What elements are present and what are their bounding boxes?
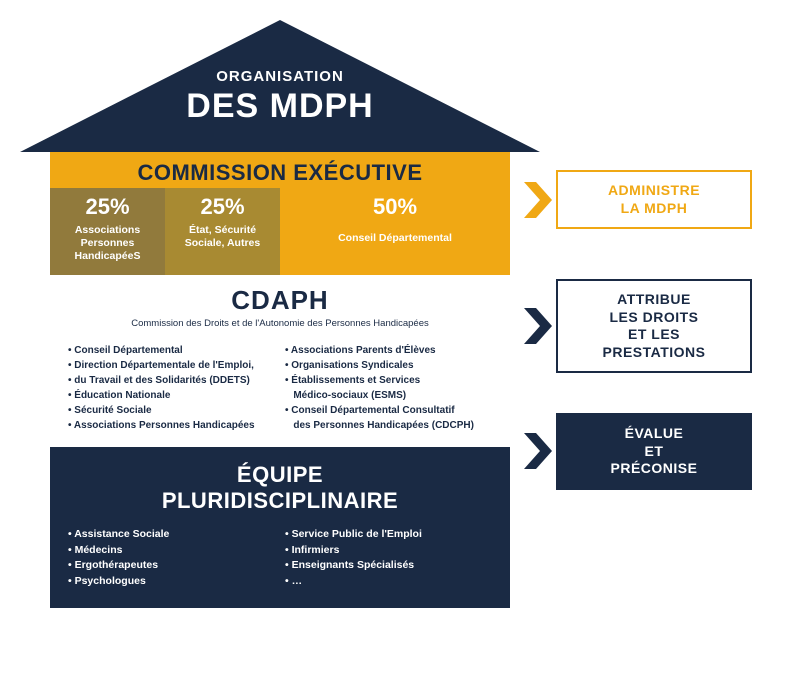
house-column: ORGANISATION DES MDPH COMMISSION EXÉCUTI… [50, 20, 510, 608]
arrow-row-3: ÉVALUE ET PRÉCONISE [522, 413, 752, 490]
equipe-title: ÉQUIPE PLURIDISCIPLINAIRE [58, 462, 502, 513]
list-item: … [285, 574, 492, 590]
spacer [522, 150, 752, 170]
list-item: Assistance Sociale [68, 527, 275, 543]
diagram-root: ORGANISATION DES MDPH COMMISSION EXÉCUTI… [0, 0, 800, 628]
equipe-col-right: Service Public de l'Emploi Infirmiers En… [285, 527, 492, 590]
roof-small: ORGANISATION [20, 68, 540, 85]
cdaph-col-right: Associations Parents d'Élèves Organisati… [285, 343, 492, 433]
commission-cell-50: 50% Conseil Départemental [280, 188, 510, 275]
cdaph-title: CDAPH [58, 285, 502, 316]
box-line: PRÉCONISE [564, 460, 744, 478]
cell-label: Conseil Départemental [285, 224, 505, 245]
list-item: Conseil Départemental Consultatif [285, 403, 492, 418]
list-item: Médico-sociaux (ESMS) [285, 388, 492, 403]
list-item: Organisations Syndicales [285, 358, 492, 373]
cell-label: État, Sécurité Sociale, Autres [170, 224, 275, 250]
cdaph-subtitle: Commission des Droits et de l'Autonomie … [58, 318, 502, 329]
pct-label: 25% [170, 194, 275, 220]
box-line: ATTRIBUE [564, 291, 744, 309]
box-line: LA MDPH [564, 200, 744, 218]
commission-cell-25b: 25% État, Sécurité Sociale, Autres [165, 188, 280, 275]
list-item: Psychologues [68, 574, 275, 590]
box-line: ADMINISTRE [564, 182, 744, 200]
list-item: Direction Départementale de l'Emploi, [68, 358, 275, 373]
list-item: Associations Personnes Handicapées [68, 418, 275, 433]
commission-cell-25a: 25% Associations Personnes HandicapéeS [50, 188, 165, 275]
arrow-row-2: ATTRIBUE LES DROITS ET LES PRESTATIONS [522, 279, 752, 373]
list-item: Établissements et Services [285, 373, 492, 388]
cdaph-columns: Conseil Départemental Direction Départem… [58, 343, 502, 433]
right-box-attribue: ATTRIBUE LES DROITS ET LES PRESTATIONS [556, 279, 752, 373]
box-line: LES DROITS [564, 309, 744, 327]
cdaph-block: CDAPH Commission des Droits et de l'Auto… [50, 275, 510, 447]
list-item: des Personnes Handicapées (CDCPH) [285, 418, 492, 433]
commission-title: COMMISSION EXÉCUTIVE [50, 150, 510, 188]
box-line: PRESTATIONS [564, 344, 744, 362]
arrow-row-1: ADMINISTRE LA MDPH [522, 170, 752, 229]
pct-label: 25% [55, 194, 160, 220]
list-item: Conseil Départemental [68, 343, 275, 358]
list-item: Médecins [68, 543, 275, 559]
equipe-title-1: ÉQUIPE [58, 462, 502, 487]
box-line: ÉVALUE [564, 425, 744, 443]
equipe-col-left: Assistance Sociale Médecins Ergothérapeu… [68, 527, 275, 590]
box-line: ET LES [564, 326, 744, 344]
right-box-administre: ADMINISTRE LA MDPH [556, 170, 752, 229]
box-line: ET [564, 443, 744, 461]
cell-label: Associations Personnes HandicapéeS [55, 224, 160, 263]
chevron-right-icon [522, 306, 556, 346]
right-box-evalue: ÉVALUE ET PRÉCONISE [556, 413, 752, 490]
list-item: Infirmiers [285, 543, 492, 559]
list-item: Éducation Nationale [68, 388, 275, 403]
roof-text: ORGANISATION DES MDPH [20, 68, 540, 126]
list-item: Ergothérapeutes [68, 558, 275, 574]
roof: ORGANISATION DES MDPH [20, 20, 540, 150]
spacer [522, 229, 752, 279]
chevron-right-icon [522, 180, 556, 220]
pct-label: 50% [285, 194, 505, 220]
commission-block: COMMISSION EXÉCUTIVE 25% Associations Pe… [50, 150, 510, 275]
list-item: Service Public de l'Emploi [285, 527, 492, 543]
equipe-block: ÉQUIPE PLURIDISCIPLINAIRE Assistance Soc… [50, 447, 510, 608]
equipe-columns: Assistance Sociale Médecins Ergothérapeu… [58, 527, 502, 590]
roof-big: DES MDPH [20, 87, 540, 126]
right-column: ADMINISTRE LA MDPH ATTRIBUE LES DROITS E… [522, 20, 752, 490]
list-item: du Travail et des Solidarités (DDETS) [68, 373, 275, 388]
cdaph-col-left: Conseil Départemental Direction Départem… [68, 343, 275, 433]
list-item: Enseignants Spécialisés [285, 558, 492, 574]
chevron-right-icon [522, 431, 556, 471]
commission-row: 25% Associations Personnes HandicapéeS 2… [50, 188, 510, 275]
spacer [522, 373, 752, 413]
equipe-title-2: PLURIDISCIPLINAIRE [58, 488, 502, 513]
list-item: Associations Parents d'Élèves [285, 343, 492, 358]
list-item: Sécurité Sociale [68, 403, 275, 418]
